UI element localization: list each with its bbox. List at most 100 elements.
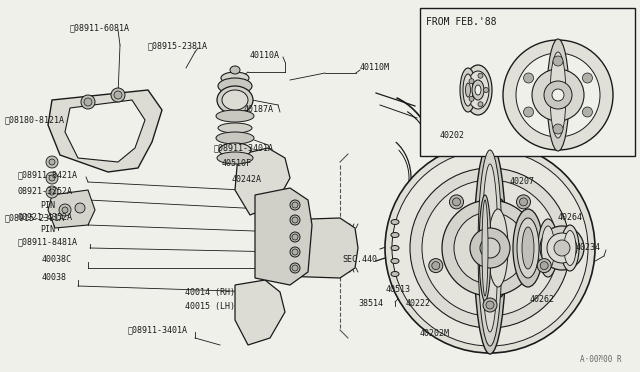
Circle shape — [292, 265, 298, 271]
Ellipse shape — [222, 90, 248, 110]
Circle shape — [62, 207, 68, 213]
Circle shape — [292, 234, 298, 240]
Circle shape — [290, 200, 300, 210]
Circle shape — [292, 217, 298, 223]
Ellipse shape — [517, 218, 539, 278]
Ellipse shape — [391, 219, 399, 224]
Ellipse shape — [464, 65, 492, 115]
Circle shape — [290, 247, 300, 257]
Ellipse shape — [391, 259, 399, 263]
Circle shape — [290, 263, 300, 273]
Circle shape — [75, 203, 85, 213]
Ellipse shape — [474, 142, 506, 354]
Text: ⓝ08911-3401A: ⓝ08911-3401A — [128, 326, 188, 334]
Circle shape — [49, 175, 55, 181]
Text: SEC.440: SEC.440 — [342, 256, 377, 264]
Text: 40207: 40207 — [510, 177, 535, 186]
Ellipse shape — [230, 66, 240, 74]
Circle shape — [290, 215, 300, 225]
Text: ⓝ08911-8421A: ⓝ08911-8421A — [18, 170, 78, 180]
Circle shape — [84, 98, 92, 106]
Circle shape — [292, 202, 298, 208]
Circle shape — [524, 73, 534, 83]
Circle shape — [480, 238, 500, 258]
Circle shape — [449, 195, 463, 209]
Ellipse shape — [218, 123, 252, 133]
Text: ⓝ08911-6081A: ⓝ08911-6081A — [70, 23, 130, 32]
Ellipse shape — [465, 83, 470, 97]
Circle shape — [49, 159, 55, 165]
Circle shape — [292, 249, 298, 255]
Text: ⓖ08915-2381A: ⓖ08915-2381A — [148, 42, 208, 51]
Text: 40110A: 40110A — [250, 51, 280, 60]
Ellipse shape — [550, 52, 566, 138]
Circle shape — [469, 96, 474, 101]
Circle shape — [452, 198, 461, 206]
Circle shape — [81, 95, 95, 109]
Polygon shape — [48, 90, 162, 172]
Circle shape — [442, 200, 538, 296]
Text: 38514: 38514 — [358, 298, 383, 308]
Circle shape — [554, 240, 570, 256]
Circle shape — [544, 81, 572, 109]
Polygon shape — [48, 190, 95, 228]
Ellipse shape — [217, 152, 253, 164]
Text: 40014 (RH): 40014 (RH) — [185, 289, 235, 298]
Polygon shape — [65, 100, 145, 162]
Ellipse shape — [391, 246, 399, 250]
Text: 40202M: 40202M — [420, 330, 450, 339]
Polygon shape — [235, 280, 285, 345]
Text: A·00⁈00 R: A·00⁈00 R — [580, 356, 621, 365]
Circle shape — [478, 73, 483, 78]
Circle shape — [422, 180, 558, 316]
Text: 40234: 40234 — [576, 244, 601, 253]
Text: 40513: 40513 — [386, 285, 411, 295]
Ellipse shape — [561, 225, 579, 271]
Circle shape — [429, 259, 443, 273]
Circle shape — [46, 156, 58, 168]
Ellipse shape — [475, 85, 481, 95]
Bar — [420, 8, 635, 156]
Circle shape — [46, 186, 58, 198]
Ellipse shape — [564, 231, 576, 266]
Circle shape — [516, 195, 531, 209]
Text: PIN: PIN — [40, 201, 55, 209]
Circle shape — [537, 259, 551, 273]
Circle shape — [582, 73, 593, 83]
Text: 00921-4352A: 00921-4352A — [18, 214, 73, 222]
Ellipse shape — [391, 232, 399, 237]
Ellipse shape — [217, 86, 253, 114]
Circle shape — [553, 124, 563, 134]
Text: 40264: 40264 — [558, 214, 583, 222]
Circle shape — [547, 233, 577, 263]
Text: 40262: 40262 — [530, 295, 555, 305]
Text: 08921-3252A: 08921-3252A — [18, 187, 73, 196]
Ellipse shape — [538, 219, 558, 277]
Text: 40242A: 40242A — [232, 176, 262, 185]
Circle shape — [520, 198, 527, 206]
Circle shape — [290, 232, 300, 242]
Ellipse shape — [463, 74, 473, 106]
Circle shape — [432, 262, 440, 270]
Circle shape — [111, 88, 125, 102]
Ellipse shape — [216, 110, 254, 122]
Ellipse shape — [482, 164, 498, 332]
Ellipse shape — [479, 195, 491, 301]
Circle shape — [59, 204, 71, 216]
Ellipse shape — [472, 80, 484, 100]
Circle shape — [49, 189, 55, 195]
Circle shape — [392, 150, 588, 346]
Circle shape — [582, 107, 593, 117]
Ellipse shape — [216, 132, 254, 144]
Ellipse shape — [460, 68, 476, 112]
Circle shape — [486, 301, 494, 309]
Circle shape — [552, 89, 564, 101]
Ellipse shape — [547, 39, 569, 151]
Text: 40110M: 40110M — [360, 64, 390, 73]
Circle shape — [540, 226, 584, 270]
Ellipse shape — [488, 209, 508, 287]
Text: ⒲08180-8121A: ⒲08180-8121A — [5, 115, 65, 125]
Text: ⓝ08911-8481A: ⓝ08911-8481A — [18, 237, 78, 247]
Text: 40202: 40202 — [440, 131, 465, 141]
Circle shape — [46, 172, 58, 184]
